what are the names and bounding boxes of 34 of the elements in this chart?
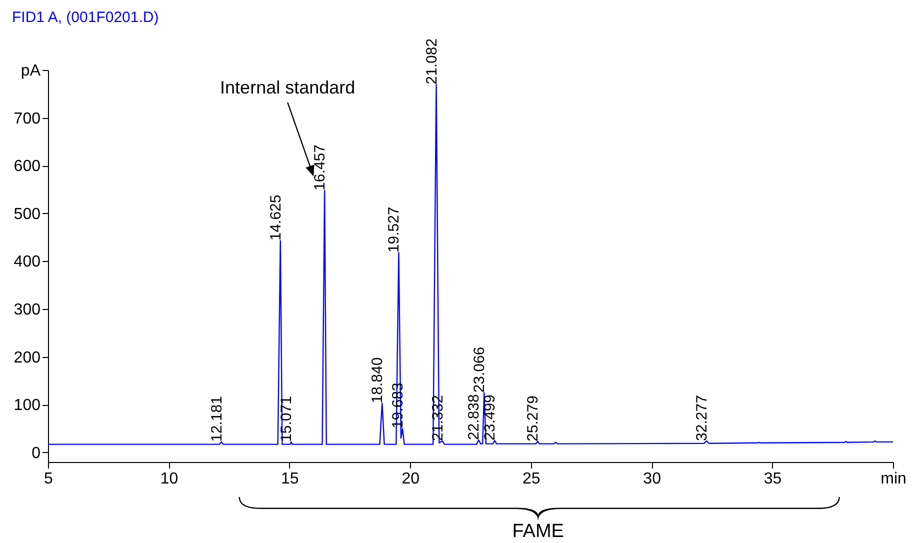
y-tick-label: pA bbox=[20, 62, 41, 80]
annotation: Internal standard bbox=[220, 77, 356, 98]
annotation: 32.277 bbox=[694, 395, 711, 441]
y-tick-label: 600 bbox=[14, 158, 41, 176]
y-tick-label: 100 bbox=[14, 397, 41, 414]
annotation: 16.457 bbox=[312, 144, 329, 190]
annotation: 14.625 bbox=[267, 194, 284, 241]
x-tick-label: 5 bbox=[44, 470, 54, 488]
y-tick-label: 500 bbox=[14, 206, 41, 223]
annotation: 23.499 bbox=[482, 394, 499, 440]
annotation: 22.838 bbox=[466, 394, 483, 440]
y-tick-label: 400 bbox=[14, 254, 41, 271]
annotation: 12.181 bbox=[208, 396, 226, 442]
annotation: 21.332 bbox=[429, 395, 446, 441]
y-tick-label: 700 bbox=[14, 110, 41, 128]
annotation: 21.082 bbox=[423, 38, 440, 84]
x-tick-label: 10 bbox=[160, 470, 178, 488]
annotation: 25.279 bbox=[524, 396, 542, 442]
chart-title: FID1 A, (001F0201.D) bbox=[12, 9, 159, 26]
x-tick-label: 30 bbox=[643, 470, 662, 488]
text: FAME bbox=[512, 521, 564, 542]
y-tick-label: 200 bbox=[14, 349, 41, 366]
y-tick-label: 300 bbox=[14, 302, 41, 319]
annotation: 23.066 bbox=[471, 346, 488, 393]
x-tick-label: 35 bbox=[764, 470, 782, 488]
y-tick-label: 0 bbox=[32, 444, 41, 462]
annotation: 19.683 bbox=[389, 382, 406, 429]
annotation: 19.527 bbox=[386, 206, 403, 253]
annotation: 18.840 bbox=[369, 357, 386, 404]
x-tick-label: min bbox=[880, 470, 906, 488]
annotation: 15.071 bbox=[278, 396, 296, 442]
x-tick-label: 20 bbox=[402, 470, 420, 488]
x-tick-label: 25 bbox=[522, 470, 540, 488]
x-tick-label: 15 bbox=[281, 470, 299, 488]
